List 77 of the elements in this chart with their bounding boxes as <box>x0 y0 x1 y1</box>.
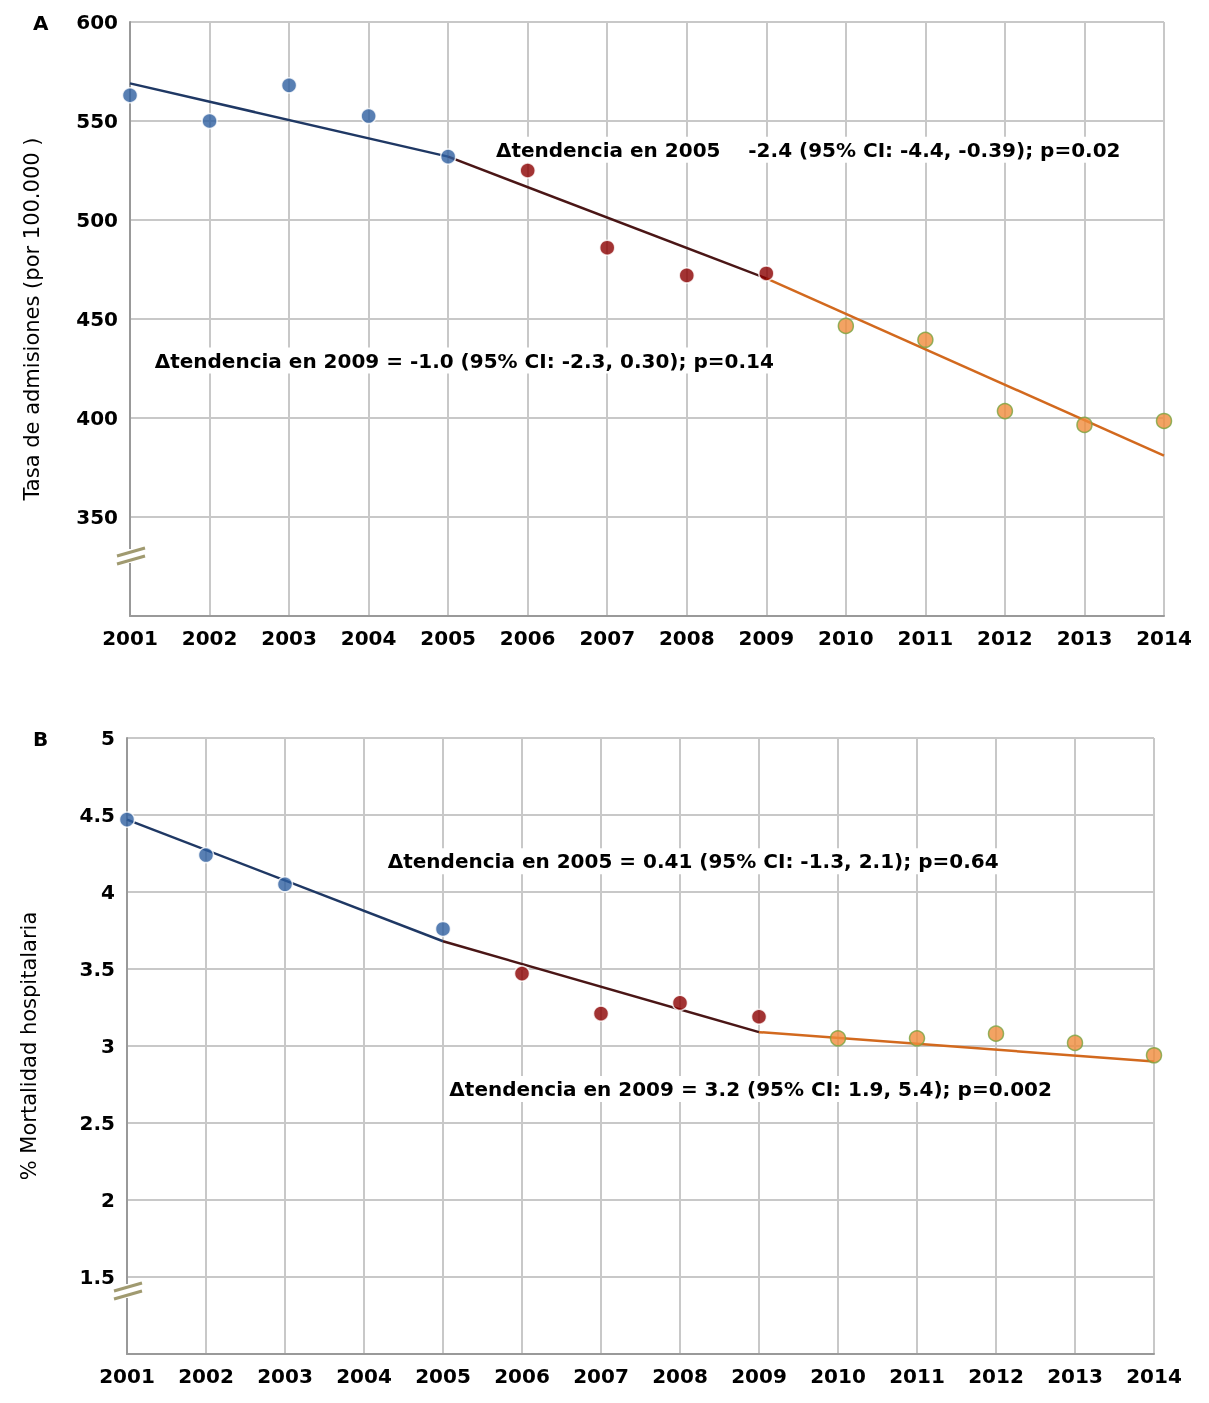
y-tick-label: 2.5 <box>79 1111 115 1135</box>
x-tick-label: 2002 <box>181 626 238 650</box>
x-tick-label: 2010 <box>810 1364 866 1388</box>
x-tick-label: 2007 <box>579 626 636 650</box>
point <box>908 1030 926 1047</box>
annotation: Δtendencia en 2005 -2.4 (95% CI: -4.4, -0.39); p=0.02 <box>495 137 1121 162</box>
y-tick-label: 4 <box>101 880 115 904</box>
y-axis-title: Tasa de admisiones (por 100.000 ) <box>19 137 44 502</box>
annotation: Δtendencia en 2005 = 0.41 (95% CI: -1.3, 2.1); p=0.64 <box>387 849 999 874</box>
point <box>439 148 457 165</box>
x-tick-label: 2001 <box>102 626 158 650</box>
x-tick-label: 2002 <box>178 1364 234 1388</box>
x-tick-label: 2008 <box>652 1364 708 1388</box>
point <box>671 994 689 1012</box>
point <box>1145 1046 1163 1064</box>
point <box>987 1025 1005 1042</box>
y-tick-label: 4.5 <box>79 803 115 827</box>
x-tick-label: 2010 <box>818 626 874 650</box>
annotation: Δtendencia en 2009 = 3.2 (95% CI: 1.9, 5.4); p=0.002 <box>449 1077 1052 1102</box>
x-tick-label: 2014 <box>1126 1364 1182 1388</box>
x-tick-label: 2012 <box>968 1364 1024 1388</box>
point <box>201 112 218 130</box>
x-tick-label: 2012 <box>977 626 1033 650</box>
x-tick-label: 2005 <box>420 626 476 650</box>
x-tick-label: 2013 <box>1056 626 1113 650</box>
point <box>750 1008 768 1025</box>
point <box>837 317 855 335</box>
point <box>829 1030 847 1047</box>
y-axis-title: % Mortalidad hospitalaria <box>16 911 41 1181</box>
x-tick-label: 2006 <box>499 626 556 650</box>
point <box>599 239 616 256</box>
y-tick-label: 3 <box>101 1034 115 1058</box>
y-tick-label: 1.5 <box>79 1265 115 1289</box>
y-tick-label: 3.5 <box>79 957 115 981</box>
y-tick-label: 550 <box>76 109 118 133</box>
point <box>513 965 531 982</box>
point <box>1155 412 1173 430</box>
point <box>197 846 215 864</box>
point <box>276 876 294 893</box>
point <box>118 811 136 828</box>
y-tick-label: 350 <box>76 505 118 529</box>
y-tick-label: 600 <box>76 10 118 34</box>
x-tick-label: 2003 <box>261 626 317 650</box>
point <box>592 1005 610 1022</box>
x-tick-label: 2005 <box>415 1364 471 1388</box>
point <box>434 920 452 938</box>
x-tick-label: 2003 <box>257 1364 313 1388</box>
x-tick-label: 2008 <box>658 626 715 650</box>
x-tick-label: 2004 <box>336 1364 392 1388</box>
y-tick-label: 400 <box>76 406 118 430</box>
point <box>519 162 536 179</box>
x-tick-label: 2009 <box>731 1364 787 1388</box>
x-tick-label: 2006 <box>494 1364 550 1388</box>
x-tick-label: 2007 <box>573 1364 629 1388</box>
y-tick-label: 5 <box>101 726 115 750</box>
y-tick-label: 2 <box>101 1188 115 1212</box>
x-tick-label: 2011 <box>897 626 954 650</box>
annotation: Δtendencia en 2009 = -1.0 (95% CI: -2.3, 0.30); p=0.14 <box>154 348 774 373</box>
point <box>678 267 696 284</box>
x-tick-label: 2011 <box>889 1364 945 1388</box>
point <box>121 87 139 104</box>
chart-title: B <box>33 727 49 751</box>
y-tick-label: 450 <box>76 307 118 331</box>
point <box>996 402 1014 420</box>
point <box>1076 416 1093 434</box>
point <box>280 77 298 94</box>
x-tick-label: 2001 <box>99 1364 155 1388</box>
point <box>360 107 377 125</box>
chart-title: A <box>33 11 49 35</box>
x-tick-label: 2004 <box>340 626 397 650</box>
point <box>917 331 934 349</box>
point <box>1066 1034 1084 1052</box>
x-tick-label: 2013 <box>1047 1364 1103 1388</box>
x-tick-label: 2009 <box>738 626 795 650</box>
x-tick-label: 2014 <box>1136 626 1192 650</box>
point <box>758 265 775 282</box>
y-tick-label: 500 <box>76 208 118 232</box>
